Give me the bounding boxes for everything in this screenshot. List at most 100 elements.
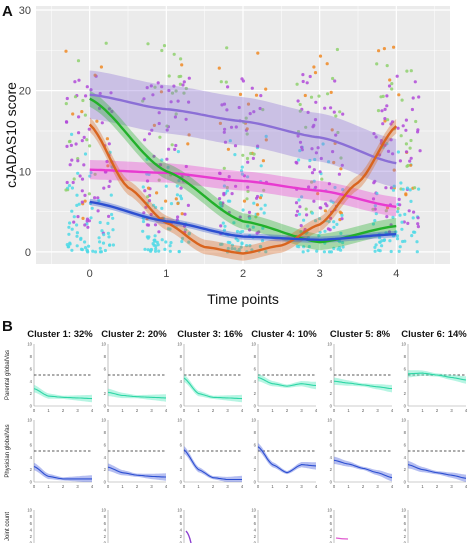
tick-label: 3 [376,408,379,413]
tick-label: 0 [254,541,257,543]
data-point [101,241,106,245]
data-point [395,234,399,238]
series-line [183,377,243,400]
data-point [392,184,396,188]
data-point [176,150,180,154]
data-point [222,184,226,188]
data-point [401,124,405,128]
data-point [341,245,345,249]
y-tick-label: 30 [19,5,31,17]
tick-label: 1 [47,408,50,413]
data-point [263,203,267,207]
data-point [76,171,80,175]
data-point [300,148,304,152]
cluster-title-text: Cluster 6: 14% [401,329,467,340]
data-point [375,62,379,66]
data-point [331,150,335,154]
tick-label: 4 [180,379,183,384]
data-point [340,163,344,167]
data-point [155,191,159,195]
data-point [167,74,171,78]
tick-label: 3 [450,484,453,489]
data-point [76,215,80,219]
data-point [247,210,252,214]
data-point [172,52,176,56]
tick-label: 2 [404,467,407,472]
cluster-title-text: Cluster 3: 16% [177,329,243,340]
data-point [98,246,102,250]
data-point [409,163,413,167]
data-point [157,249,161,253]
data-point [91,249,95,253]
data-point [149,247,153,252]
series-line [33,465,92,480]
small-plot: 0 2 46 810 [327,508,335,543]
data-point [157,111,161,115]
data-point [77,202,81,206]
small-plot: 0 2 4 6 8 10 0 1 2 3 4 [327,342,394,413]
data-point [305,81,309,85]
data-point [295,209,300,213]
data-point [169,202,174,206]
data-point [143,138,147,142]
tick-label: 2 [180,391,183,396]
small-plot: 0 2 46 810 [401,508,409,543]
data-point [239,245,243,249]
tick-label: 2 [286,484,289,489]
data-point [145,179,150,183]
data-point [314,185,318,189]
data-point [184,228,188,232]
tick-label: 2 [330,534,333,539]
data-point [413,80,417,84]
data-point [83,246,88,250]
tick-label: 1 [197,408,200,413]
tick-label: 0 [180,480,183,485]
data-point [301,73,305,77]
tick-label: 4 [241,408,244,413]
tick-label: 0 [407,408,410,413]
data-point [223,224,227,228]
data-point [404,142,408,146]
data-point [313,71,318,75]
data-point [246,224,250,228]
data-point [176,201,180,206]
data-point [252,110,256,114]
data-point [334,133,338,137]
data-point [305,213,309,217]
data-point [320,177,324,181]
data-point [182,91,186,95]
data-point [338,210,342,214]
data-point [93,172,97,176]
data-point [99,65,103,69]
data-point [380,109,384,113]
data-point [68,163,72,167]
data-point [396,150,400,154]
data-point [79,237,83,241]
data-point [383,107,387,111]
data-point [399,134,403,138]
tick-label: 2 [286,408,289,413]
data-point [106,164,110,168]
series-line [257,446,317,474]
data-point [107,184,111,189]
data-point [256,212,260,216]
data-point [89,88,93,92]
tick-label: 0 [330,541,333,543]
data-point [295,82,299,86]
data-point [162,44,167,48]
data-point [397,93,401,97]
tick-label: 0 [107,484,110,489]
cluster-title-4: Cluster 4: 10% [251,329,317,340]
tick-label: 4 [404,455,407,460]
data-point [104,41,108,45]
data-point [407,209,411,213]
data-point [255,203,259,207]
series-band [334,456,392,482]
data-point [89,171,93,175]
data-point [374,135,378,139]
tick-label: 6 [330,366,333,371]
data-point [168,244,172,248]
data-point [156,243,160,247]
data-point [179,186,183,190]
data-point [87,244,91,248]
